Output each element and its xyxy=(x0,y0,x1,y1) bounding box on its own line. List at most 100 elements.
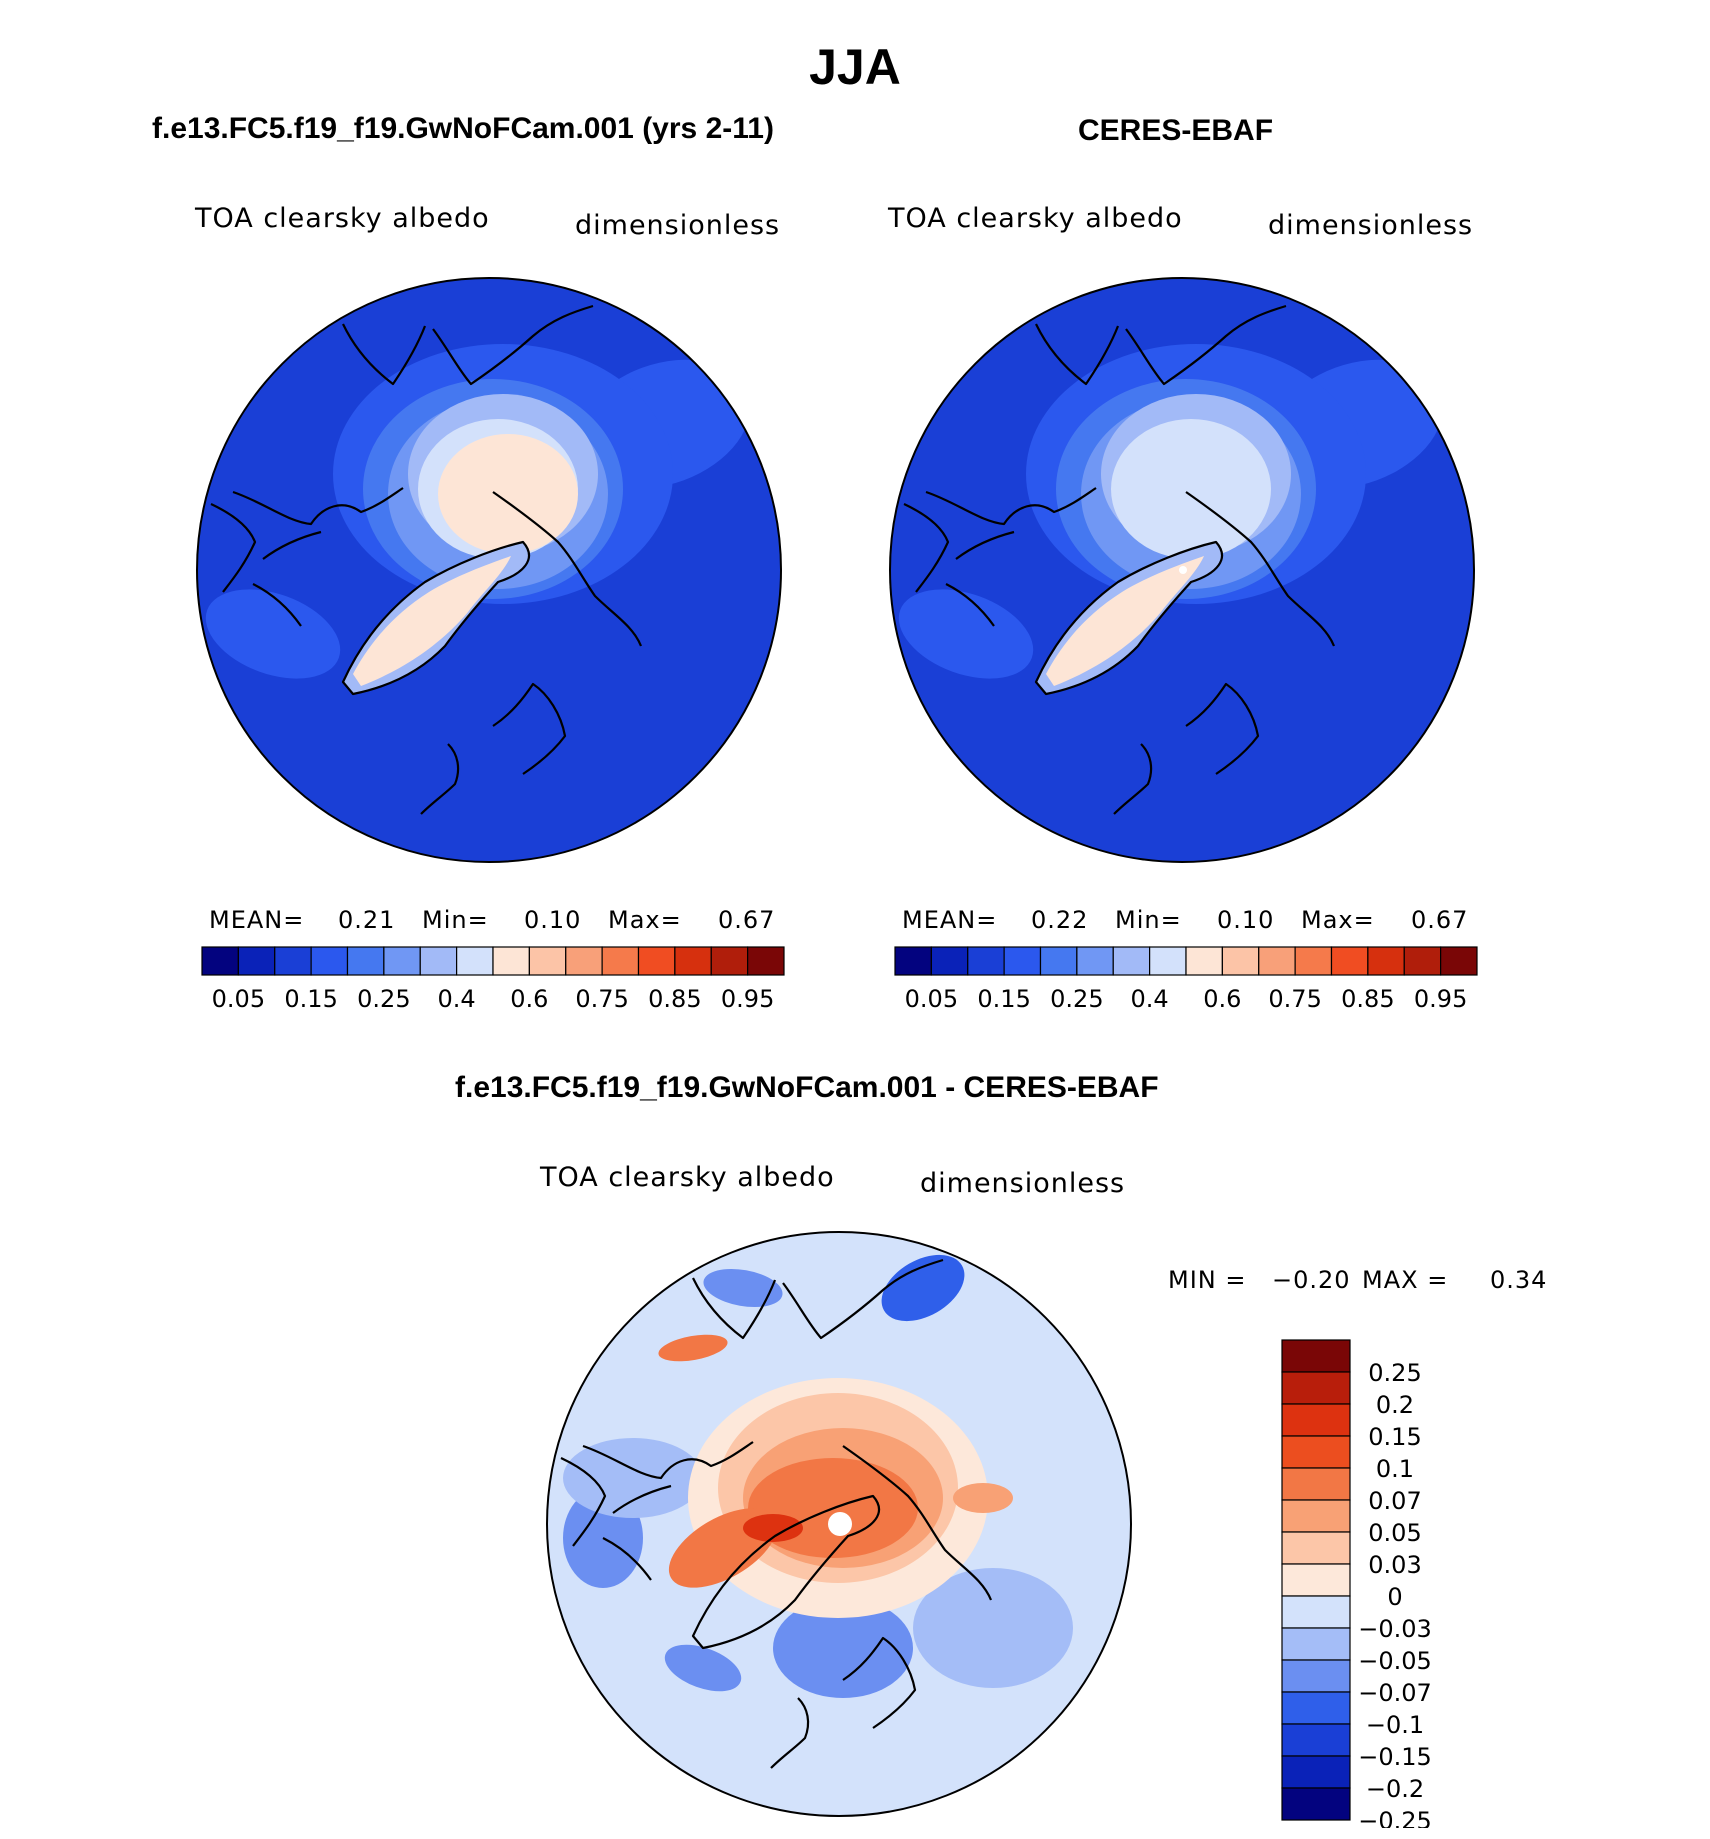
panel2-variable-label: TOA clearsky albedo xyxy=(888,203,1183,234)
panel1-map-coastline-segment xyxy=(262,530,322,560)
panel1-map-coastline-segment xyxy=(252,583,302,627)
panel1-colorbar-swatch xyxy=(201,946,239,976)
panel2-colorbar: 0.05 0.15 0.25 0.4 0.6 0.75 0.85 0.95 xyxy=(894,946,1478,1013)
panel1-colorbar-swatch xyxy=(456,946,494,976)
panel1-colorbar-swatch xyxy=(674,946,712,976)
panel2-colorbar-swatch xyxy=(1440,946,1478,976)
panel3-colorbar-tick-label: 0.05 xyxy=(1368,1519,1421,1547)
panel2-units-label: dimensionless xyxy=(1268,210,1474,241)
panel3-map-positive-patch xyxy=(953,1483,1013,1513)
panel2-map-coastline-segment xyxy=(1034,540,1223,696)
panel3-map-coastline-segment xyxy=(782,1258,944,1340)
panel2-min-value: 0.10 xyxy=(1217,906,1275,934)
panel1-map-coastline-segment xyxy=(432,304,594,386)
panel2-colorbar-swatch xyxy=(1258,946,1296,976)
panel2-colorbar-tick-label: 0.6 xyxy=(1203,985,1241,1013)
panel1-min-value: 0.10 xyxy=(524,906,582,934)
panel3-colorbar-swatch xyxy=(1281,1435,1351,1469)
panel2-colorbar-tick-label: 0.75 xyxy=(1268,985,1321,1013)
panel2-map-coastline-segment xyxy=(1185,682,1260,775)
panel3-colorbar-swatch xyxy=(1281,1339,1351,1373)
panel3-colorbar-swatch xyxy=(1281,1787,1351,1821)
panel1-map-border xyxy=(196,277,782,863)
panel2-colorbar-swatch xyxy=(1221,946,1260,976)
panel1-colorbar-tick-label: 0.85 xyxy=(648,985,701,1013)
panel1-colorbar-swatch xyxy=(710,946,749,976)
panel1-colorbar-swatch xyxy=(237,946,276,976)
panel1-colorbar-tick-label: 0.05 xyxy=(212,985,265,1013)
panel3-colorbar-tick-label: 0.07 xyxy=(1368,1487,1421,1515)
panel2-colorbar-swatch xyxy=(894,946,932,976)
panel3-map-coastline-segment xyxy=(770,1697,810,1769)
panel3-colorbar-tick-label: −0.25 xyxy=(1358,1807,1432,1828)
panel2-colorbar-tick-label: 0.4 xyxy=(1131,985,1169,1013)
panel3-colorbar-swatch xyxy=(1281,1403,1351,1437)
panel3-title: f.e13.FC5.f19_f19.GwNoFCam.001 - CERES-E… xyxy=(455,1071,1159,1104)
panel1-map-field-patch xyxy=(205,589,341,679)
panel2-map-coastline-segment xyxy=(945,583,995,627)
panel2-colorbar-tick-label: 0.05 xyxy=(905,985,958,1013)
panel2-map-field-patch xyxy=(898,589,1034,679)
panel1-colorbar-swatch xyxy=(419,946,458,976)
panel1-colorbar-swatch xyxy=(492,946,530,976)
panel2-map-border xyxy=(889,277,1475,863)
panel2-colorbar-swatch xyxy=(1003,946,1042,976)
panel1-map-coastline-segment xyxy=(492,491,643,647)
panel3-map-negative-patch xyxy=(703,1268,783,1308)
panel3-map-coastline xyxy=(560,1258,993,1769)
panel3-colorbar-tick-label: 0.03 xyxy=(1368,1551,1421,1579)
panel1-colorbar-swatch xyxy=(310,946,349,976)
panel2-map-coastline xyxy=(903,304,1336,815)
panel3-colorbar-swatch xyxy=(1281,1691,1351,1725)
panel3-map-negative-patch xyxy=(563,1438,703,1518)
panel1-map-coastline-segment xyxy=(210,503,257,593)
panel3-map-border xyxy=(546,1231,1132,1817)
panel2-map-coastline-segment xyxy=(955,530,1015,560)
panel3-variable-label: TOA clearsky albedo xyxy=(540,1162,835,1193)
panel2-min-label: Min= xyxy=(1115,906,1182,934)
panel3-map-negative-patch xyxy=(913,1568,1073,1688)
panel2-colorbar-swatch xyxy=(930,946,969,976)
panel1-map-coastline-segment xyxy=(342,323,427,386)
panel2-colorbar-swatch xyxy=(967,946,1005,976)
panel1-map-coastline-segment xyxy=(341,540,530,696)
panel2-colorbar-swatch xyxy=(1403,946,1442,976)
panel3-colorbar-swatch xyxy=(1281,1627,1351,1661)
panel1-colorbar-tick-label: 0.25 xyxy=(357,985,410,1013)
panel1-colorbar-tick-label: 0.15 xyxy=(284,985,337,1013)
panel1-mean-value: 0.21 xyxy=(338,906,396,934)
panel2-colorbar-swatch xyxy=(1076,946,1114,976)
panel3-units-label: dimensionless xyxy=(920,1168,1126,1199)
panel3-polar-map xyxy=(546,1231,1132,1817)
panel1-max-label: Max= xyxy=(608,906,682,934)
panel2-map-coastline-segment xyxy=(903,503,950,593)
panel1-mean-label: MEAN= xyxy=(209,906,305,934)
panel2-map-coastline-segment xyxy=(1185,491,1336,647)
panel3-colorbar-tick-label: −0.1 xyxy=(1366,1711,1424,1739)
panel2-polar-map xyxy=(889,277,1475,863)
panel1-map-field-patch xyxy=(438,434,578,554)
panel2-max-value: 0.67 xyxy=(1411,906,1469,934)
panel3-max-value: 0.34 xyxy=(1490,1266,1548,1294)
panel3-colorbar-tick-label: −0.03 xyxy=(1358,1615,1432,1643)
panel3-colorbar-tick-label: −0.07 xyxy=(1358,1679,1432,1707)
panel1-colorbar-swatch xyxy=(528,946,567,976)
panel1-colorbar-swatch xyxy=(383,946,421,976)
panel3-map-coastline-segment xyxy=(582,1441,754,1480)
panel1-map-coastline-segment xyxy=(420,743,460,815)
panel1-colorbar-swatch xyxy=(346,946,385,976)
panel1-colorbar-swatch xyxy=(565,946,603,976)
panel3-colorbar-swatch xyxy=(1281,1659,1351,1693)
panel2-colorbar-tick-label: 0.25 xyxy=(1050,985,1103,1013)
panel1-title: f.e13.FC5.f19_f19.GwNoFCam.001 (yrs 2-11… xyxy=(152,112,774,145)
panel1-polar-map xyxy=(196,277,782,863)
panel3-colorbar-tick-label: 0.25 xyxy=(1368,1359,1421,1387)
panel2-colorbar-tick-label: 0.95 xyxy=(1414,985,1467,1013)
panel3-map-coastline-segment xyxy=(691,1494,880,1650)
panel2-map-coastline-segment xyxy=(925,487,1097,526)
panel2-colorbar-swatch xyxy=(1367,946,1405,976)
panel2-colorbar-tick-label: 0.85 xyxy=(1341,985,1394,1013)
panel3-colorbar-tick-label: −0.2 xyxy=(1366,1775,1424,1803)
panel3-map-coastline-segment xyxy=(692,1277,777,1340)
panel3-colorbar: 0.25 0.2 0.15 0.1 0.07 0.05 0.03 0 −0.03 −0.05 −0.… xyxy=(1281,1339,1432,1828)
